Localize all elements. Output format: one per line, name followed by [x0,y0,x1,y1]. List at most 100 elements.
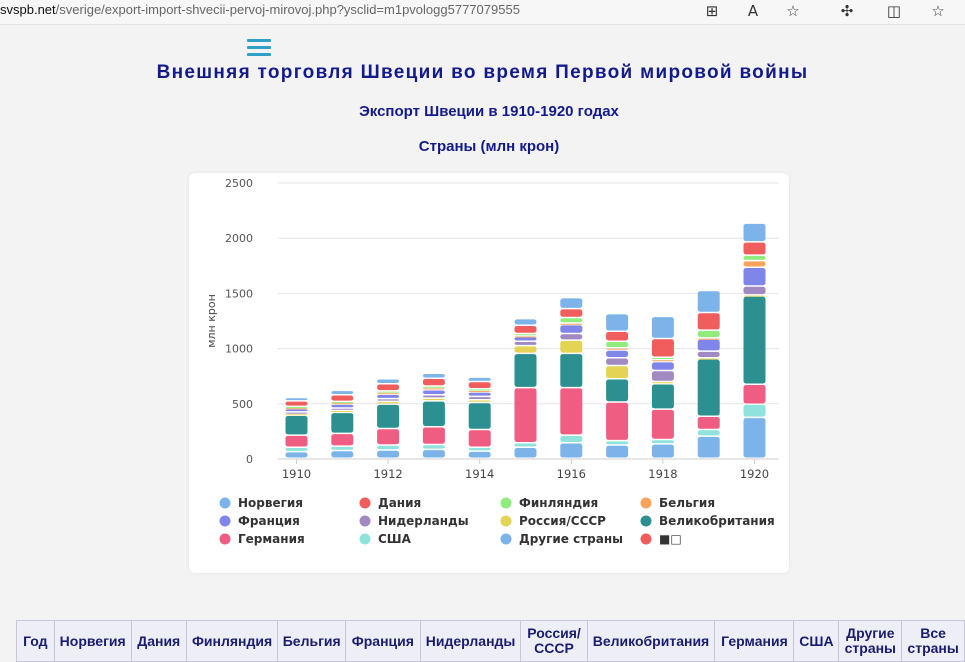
bar-segment [377,394,400,398]
bar-segment [377,379,400,383]
legend-marker [219,533,231,545]
x-tick-label: 1916 [557,467,586,481]
address-bar[interactable]: svspb.net/sverige/export-import-shvecii-… [0,2,520,17]
legend-item: Германия [238,532,305,546]
bar-segment [560,443,583,458]
bar-segment [468,389,491,391]
table-header-cell: Германия [714,620,795,662]
bar-segment [422,395,445,398]
table-header-cell: Норвегия [53,620,132,662]
bar-segment [285,435,308,447]
legend-item: ■□ [659,532,682,546]
bar-segment [697,313,720,330]
bar-segment [514,341,537,345]
legend-marker [219,497,231,509]
x-tick-label: 1910 [282,467,311,481]
bar-segment [606,314,629,331]
bar-segment [331,408,354,410]
bar-segment [743,404,766,417]
legend-item: США [378,532,412,546]
url-path: /sverige/export-import-shvecii-pervoj-mi… [55,2,520,17]
bar-segment [331,403,354,405]
bar-segment [285,412,308,414]
bar-segment [514,336,537,338]
bar-segment [422,388,445,390]
table-header-cell: США [793,620,840,662]
bar-segment [468,430,491,447]
bar-segment [514,346,537,353]
page-subtitle: Экспорт Швеции в 1910-1920 годах [359,103,619,120]
legend-item: Дания [378,496,421,510]
bar-segment [651,440,674,444]
bar-segment [468,400,491,402]
legend-item: Финляндия [519,496,598,510]
bar-segment [697,359,720,416]
bar-segment [331,446,354,450]
bar-segment [606,366,629,379]
table-header-row: Год Норвегия Дания Финляндия Бельгия Франция Н… [16,620,965,662]
y-tick-label: 500 [232,398,253,411]
bar-segment [697,430,720,436]
y-tick-label: 1500 [225,287,253,300]
x-tick-label: 1914 [465,467,494,481]
bar-segment [514,325,537,333]
bar-segment [377,429,400,445]
bar-segment [651,360,674,362]
legend-marker [359,497,371,509]
bar-segment [468,447,491,451]
legend-item: Бельгия [659,496,715,510]
bar-segment [606,348,629,350]
chart-subtitle: Страны (млн крон) [418,138,560,155]
bar-segment [514,319,537,325]
bar-segment [606,332,629,341]
bar-segment [377,393,400,395]
bar-segment [468,397,491,399]
bar-segment [331,404,354,408]
extensions-icon[interactable]: ✣ [840,2,854,20]
table-header-cell: Год [16,620,55,662]
bar-segment [468,403,491,429]
y-axis-label: млн крон [205,294,218,348]
bar-segment [697,436,720,458]
table-header-cell: Россия/СССР [520,620,588,662]
bar-segment [606,441,629,445]
bar-segment [285,415,308,435]
bar-segment [560,323,583,325]
favorite-star-icon[interactable]: ☆ [786,2,800,20]
bar-segment [606,358,629,365]
bar-segment [422,390,445,395]
table-header-cell: Другие страны [838,620,903,662]
legend-item: Великобритания [659,514,775,528]
bar-segment [285,407,308,409]
bar-segment [560,435,583,443]
y-tick-label: 0 [246,453,253,466]
bar-segment [377,384,400,391]
legend-item: Другие страны [519,532,623,546]
x-tick-label: 1912 [373,467,402,481]
bar-segment [514,354,537,387]
bar-segment [606,350,629,358]
bar-segment [377,445,400,450]
bar-segment [560,334,583,340]
y-tick-label: 2500 [225,177,253,190]
bar-segment [743,418,766,458]
bar-segment [697,358,720,360]
bar-segment [377,404,400,428]
bar-segment [468,382,491,388]
bar-segment [285,409,308,412]
menu-icon[interactable] [247,39,271,59]
bar-segment [560,325,583,333]
browser-toolbar: svspb.net/sverige/export-import-shvecii-… [0,0,965,25]
favorites-list-icon[interactable]: ☆ [931,2,945,20]
bar-segment [514,447,537,458]
legend-marker [219,515,231,527]
bar-segment [651,384,674,409]
table-header-cell: Дания [130,620,187,662]
chart-card: 0 500 1000 1500 2000 2500 млн крон 1910 1912 1914… [189,173,789,573]
bar-segment [697,417,720,429]
grid-add-icon[interactable]: ⊞ [705,2,719,20]
split-screen-icon[interactable]: ◫ [886,2,902,20]
read-aloud-icon[interactable]: A [747,2,759,20]
legend-marker [359,533,371,545]
table-header-cell: Финляндия [185,620,279,662]
